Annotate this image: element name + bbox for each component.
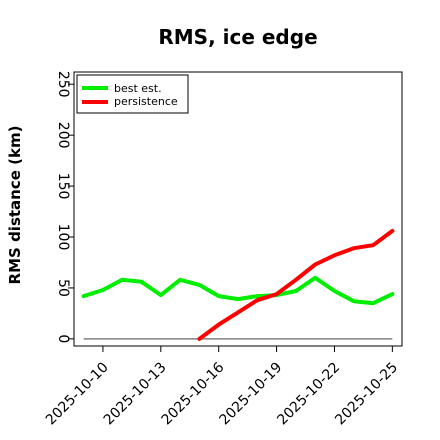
y-tick-label: 50 <box>55 279 71 297</box>
y-tick-label: 150 <box>55 173 71 200</box>
legend-label-persistence: persistence <box>114 95 178 108</box>
y-axis: 0 50 100 150 200 250 <box>55 71 74 343</box>
legend-box <box>76 74 189 114</box>
y-tick-label: 100 <box>55 224 71 251</box>
legend: best est. persistence <box>76 74 189 114</box>
y-tick-label: 250 <box>55 71 71 98</box>
legend-label-best-est: best est. <box>114 82 162 95</box>
chart-title: RMS, ice edge <box>158 25 317 49</box>
y-axis-label: RMS distance (km) <box>6 126 24 285</box>
x-tick-label: 2025-10-25 <box>332 360 401 429</box>
y-tick-label: 0 <box>55 334 71 343</box>
series-layer <box>81 228 395 341</box>
plot-area <box>73 71 403 347</box>
y-tick-label: 200 <box>55 122 71 149</box>
x-axis: 2025-10-102025-10-132025-10-162025-10-19… <box>43 346 401 428</box>
series-line-persistence <box>197 228 395 341</box>
series-line-best-est <box>81 275 395 306</box>
